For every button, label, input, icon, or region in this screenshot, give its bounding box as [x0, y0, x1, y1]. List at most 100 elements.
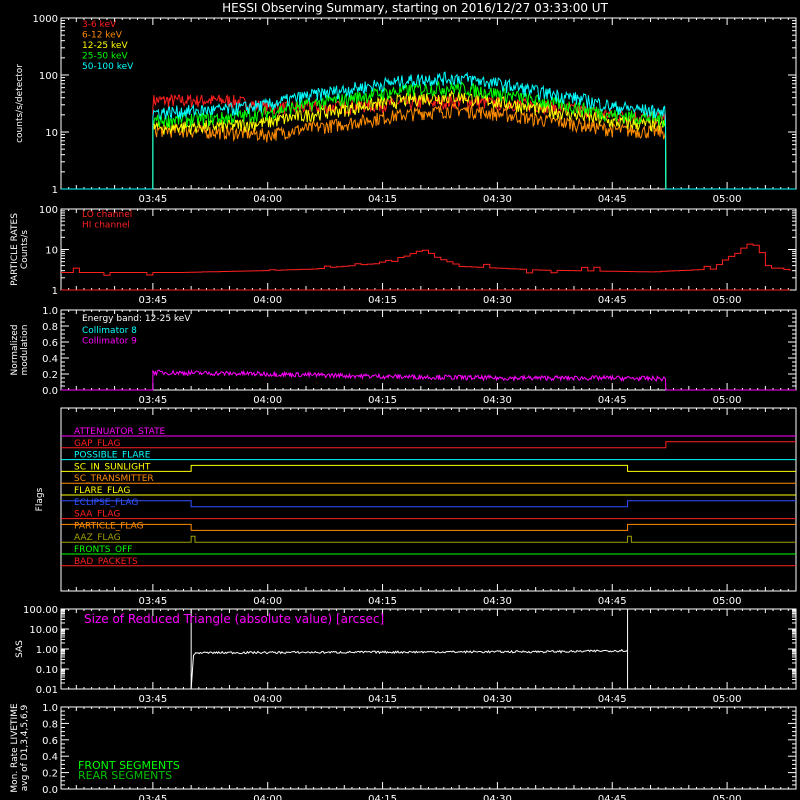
flag-label-aaz_flag: AAZ_FLAG [74, 533, 121, 543]
counts-x-axis: 03:45 04:00 04:15 04:30 04:45 05:00 [60, 18, 797, 205]
legend-header: Energy band: 12-25 keV [82, 314, 191, 324]
flag-line-aaz_flag [61, 535, 796, 543]
x-tick-label: 04:30 [483, 194, 512, 205]
x-tick-label: 04:30 [483, 295, 512, 306]
x-tick-label: 03:45 [138, 694, 167, 705]
legend-entry: 12-25 keV [82, 41, 128, 51]
y-tick-label: 0.4 [42, 752, 58, 763]
legend-entry: 25-50 keV [82, 52, 128, 62]
y-tick-label: 0.8 [42, 719, 58, 730]
y-tick-label: 0.8 [42, 322, 58, 333]
legend-entry: Collimator 8 [82, 326, 137, 336]
y-tick-label: 1.0 [42, 306, 58, 317]
y-tick-label: 0.4 [42, 354, 58, 365]
y-tick-label: 10.00 [29, 625, 58, 636]
y-tick-label: 1000 [33, 14, 58, 25]
series-line-sas [190, 608, 629, 690]
x-tick-label: 04:00 [253, 194, 282, 205]
x-tick-label: 05:00 [713, 395, 742, 406]
flag-line-eclipse_flag [61, 500, 796, 508]
x-tick-label: 03:45 [138, 395, 167, 406]
flag-line-particle_flag [61, 523, 796, 531]
flag-label-attenuator_state: ATTENUATOR_STATE [74, 427, 166, 437]
flags-frame [60, 407, 797, 592]
x-tick-label: 04:45 [598, 694, 627, 705]
x-tick-label: 04:15 [368, 694, 397, 705]
legend-entry: REAR SEGMENTS [78, 769, 172, 782]
flag-label-flare_flag: FLARE_FLAG [74, 486, 130, 496]
y-axis-label: PARTICLE RATES [10, 213, 20, 286]
sas-annotation: Size of Reduced Triangle (absolute value… [84, 612, 384, 626]
flag-label-fronts_off: FRONTS_OFF [74, 545, 132, 555]
x-tick-label: 04:15 [368, 194, 397, 205]
x-tick-label: 03:45 [138, 295, 167, 306]
x-tick-label: 04:15 [368, 794, 397, 800]
x-tick-label: 03:45 [138, 596, 167, 607]
series-line-LO-channel [61, 243, 791, 276]
sas-series: Size of Reduced Triangle (absolute value… [84, 608, 629, 690]
x-tick-label: 04:30 [483, 395, 512, 406]
y-axis-label: avg of D1,3,4,5,6,9 [20, 704, 30, 791]
counts-y-axis: 1 10 100 1000 counts/s/detector [15, 14, 796, 196]
y-axis-label: Normalized [10, 324, 20, 375]
y-tick-label: 10 [45, 246, 58, 257]
legend-entry: HI channel [82, 221, 130, 231]
x-tick-label: 03:45 [138, 794, 167, 800]
flag-label-gap_flag: GAP_FLAG [74, 439, 120, 449]
x-tick-label: 05:00 [713, 295, 742, 306]
counts-series [61, 71, 796, 190]
x-tick-label: 04:00 [253, 395, 282, 406]
particle-frame [60, 208, 797, 291]
plot-title: HESSI Observing Summary, starting on 201… [222, 1, 608, 15]
y-tick-label: 1.00 [36, 645, 58, 656]
x-tick-label: 05:00 [713, 194, 742, 205]
legend-entry: LO channel [82, 210, 132, 220]
x-tick-label: 04:00 [253, 794, 282, 800]
series-line-6-12-keV [61, 103, 796, 190]
y-tick-label: 0.2 [42, 769, 58, 780]
series-line-50-100-keV [61, 71, 796, 190]
y-tick-label: 100.00 [23, 605, 58, 616]
y-tick-label: 1 [52, 286, 58, 297]
y-tick-label: 0.0 [42, 785, 58, 796]
particle-y-axis: 1 10 100 PARTICLE RATES Counts/s [10, 205, 796, 297]
series-line-12-25-keV [61, 89, 796, 190]
flag-label-possible_flare: POSSIBLE_FLARE [74, 451, 151, 461]
flag-label-sc_transmitter: SC_TRANSMITTER [74, 474, 154, 484]
y-tick-label: 1.0 [42, 703, 58, 714]
x-tick-label: 04:30 [483, 596, 512, 607]
flag-line-gap_flag [61, 441, 796, 449]
x-tick-label: 04:00 [253, 694, 282, 705]
x-tick-label: 04:45 [598, 395, 627, 406]
x-tick-label: 05:00 [713, 596, 742, 607]
livetime-x-axis: 03:45 04:00 04:15 04:30 04:45 05:00 [60, 707, 797, 800]
x-tick-label: 03:45 [138, 194, 167, 205]
y-tick-label: 100 [39, 71, 58, 82]
y-axis-label: Mon. Rate LIVETIME [10, 703, 20, 793]
x-tick-label: 04:15 [368, 395, 397, 406]
x-tick-label: 04:30 [483, 794, 512, 800]
flags-y-label: Flags [35, 487, 45, 511]
y-tick-label: 0.10 [36, 665, 58, 676]
series-line-Collimator-9 [61, 369, 796, 391]
y-axis-label: counts/s/detector [15, 64, 25, 143]
panels: 03:45 04:00 04:15 04:30 04:45 05:00 1 10 100 1000… [10, 14, 797, 800]
modulation-y-axis: 0.0 0.2 0.4 0.6 0.8 1.0 Normalized modulation [10, 306, 796, 397]
sas-y-axis: 0.01 0.10 1.00 10.00 100.00 SAS [15, 605, 796, 696]
flag-label-bad_packets: BAD_PACKETS [74, 557, 138, 567]
livetime-y-axis: 0.0 0.2 0.4 0.6 0.8 1.0 Mon. Rate LIVETIME avg … [10, 703, 796, 796]
x-tick-label: 04:15 [368, 596, 397, 607]
legend-entry: FRONT SEGMENTS [78, 759, 180, 772]
series-line-3-6-keV [61, 93, 796, 190]
y-axis-label: modulation [20, 325, 30, 376]
y-tick-label: 1 [52, 185, 58, 196]
flag-label-particle_flag: PARTICLE_FLAG [74, 521, 144, 531]
flag-label-saa_flag: SAA_FLAG [74, 510, 120, 520]
x-tick-label: 04:45 [598, 794, 627, 800]
x-tick-label: 05:00 [713, 694, 742, 705]
modulation-x-axis: 03:45 04:00 04:15 04:30 04:45 05:00 [60, 310, 797, 406]
legend-entry: 50-100 keV [82, 62, 134, 72]
